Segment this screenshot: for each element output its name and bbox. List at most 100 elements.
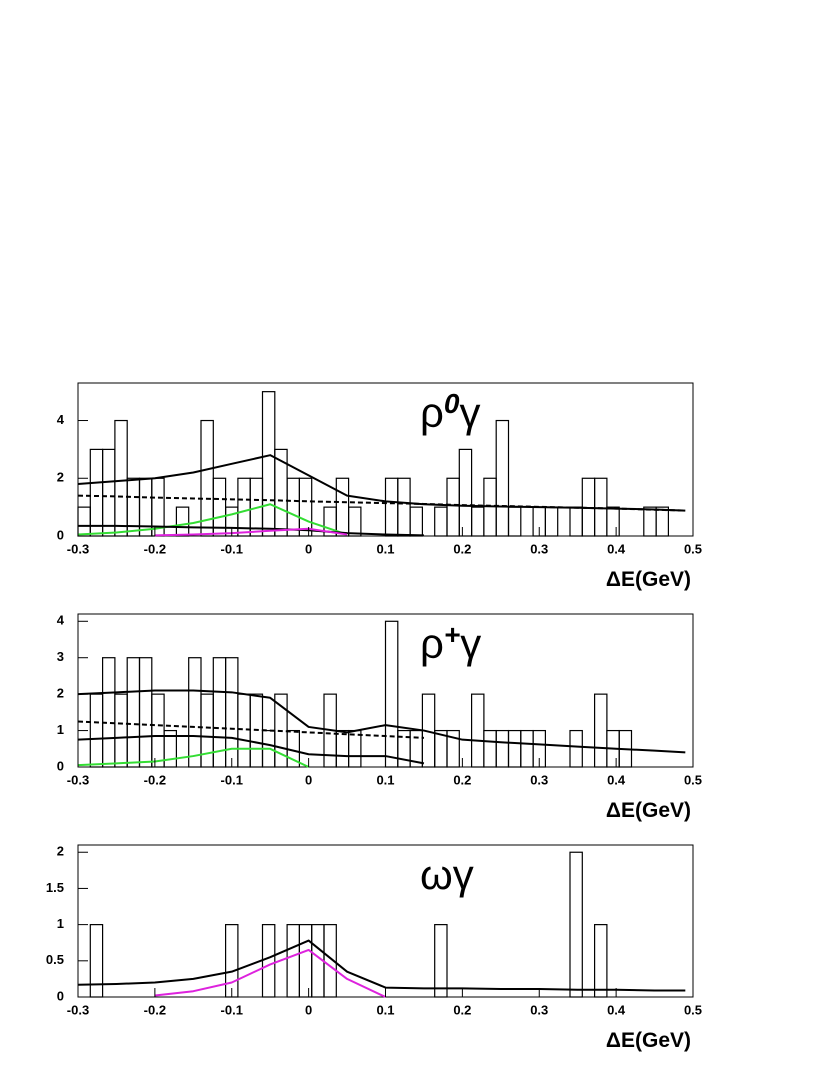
x-tick-label: -0.3 bbox=[67, 1002, 89, 1017]
x-tick-label: -0.2 bbox=[144, 541, 166, 556]
title-superscript: 0 bbox=[444, 388, 460, 419]
histogram-bin bbox=[261, 391, 276, 537]
fit-curve bbox=[154, 948, 386, 998]
x-tick-label: 0 bbox=[305, 1002, 312, 1017]
x-tick-label: 0.1 bbox=[376, 772, 394, 787]
y-tick-label: 0 bbox=[57, 527, 64, 542]
title-main: ρ bbox=[420, 389, 444, 436]
x-axis-label: ΔE(GeV) bbox=[606, 1029, 691, 1052]
histogram-bin bbox=[643, 506, 657, 537]
histogram-bin bbox=[89, 924, 104, 998]
fit-curve bbox=[77, 735, 425, 765]
histogram-bin bbox=[384, 477, 399, 537]
histogram-bin bbox=[77, 506, 91, 537]
histogram-bin bbox=[471, 693, 485, 768]
x-tick-label: 0.2 bbox=[453, 541, 471, 556]
fit-curve bbox=[77, 494, 686, 512]
title-superscript: + bbox=[444, 619, 460, 650]
panel-title: ωγ bbox=[420, 851, 474, 898]
histogram-bin bbox=[569, 506, 583, 537]
y-tick-label: 2 bbox=[57, 470, 64, 485]
histogram-bin bbox=[126, 477, 141, 537]
histogram-bin bbox=[261, 924, 276, 998]
histogram-bin bbox=[446, 729, 460, 768]
histogram-bin bbox=[237, 693, 251, 768]
histogram-bin bbox=[384, 620, 399, 768]
histogram-bin bbox=[89, 693, 104, 768]
x-tick-label: 0.4 bbox=[607, 541, 626, 556]
histogram-bin bbox=[593, 924, 608, 998]
histogram-bin bbox=[569, 851, 583, 998]
fit-curve bbox=[154, 527, 348, 537]
y-tick-label: 0 bbox=[57, 758, 64, 773]
panel: 0 0.5 1 1.5 2 -0.3 -0.2 -0.1 0 0.1 0.2 0.3 0.4 0.5 ΔE(… bbox=[46, 844, 702, 1052]
histogram-bin bbox=[126, 657, 141, 768]
panel-title: ρ0γ bbox=[420, 388, 480, 436]
y-tick-label: 4 bbox=[57, 613, 65, 628]
histogram-bin bbox=[225, 924, 239, 998]
histogram-bin bbox=[520, 729, 534, 768]
histogram-bin bbox=[114, 693, 128, 768]
fit-curve bbox=[77, 720, 424, 739]
x-tick-label: 0.3 bbox=[530, 772, 548, 787]
x-tick-label: 0.3 bbox=[530, 541, 548, 556]
panel-title: ρ+γ bbox=[420, 619, 481, 667]
histogram-bin bbox=[335, 477, 350, 537]
plot-frame bbox=[77, 844, 694, 998]
title-main: ωγ bbox=[420, 851, 474, 898]
histogram-bin bbox=[569, 729, 583, 768]
x-tick-label: -0.1 bbox=[221, 541, 243, 556]
x-tick-label: -0.1 bbox=[221, 772, 243, 787]
histogram-bin bbox=[101, 657, 116, 768]
histogram-bin bbox=[348, 729, 362, 768]
histogram-bin bbox=[434, 506, 448, 537]
histogram-bin bbox=[286, 477, 301, 537]
histogram-bin bbox=[101, 448, 116, 537]
y-tick-label: 1.5 bbox=[46, 880, 64, 895]
title-suffix: γ bbox=[459, 389, 480, 436]
histogram-bin bbox=[397, 477, 411, 537]
histogram-bin bbox=[507, 729, 522, 768]
histogram-bin bbox=[151, 693, 165, 768]
x-tick-label: 0.4 bbox=[607, 772, 626, 787]
histogram-bin bbox=[114, 419, 128, 537]
panel: 0 1 2 3 4 -0.3 -0.2 -0.1 0 0.1 0.2 0.3 0.4 0.5 ΔE(GeV)… bbox=[57, 613, 702, 822]
histogram-bin bbox=[348, 506, 362, 537]
histogram-bin bbox=[606, 506, 620, 537]
y-tick-label: 2 bbox=[57, 844, 64, 859]
x-tick-label: 0.1 bbox=[376, 1002, 394, 1017]
y-tick-label: 1 bbox=[57, 916, 64, 931]
x-tick-label: 0.5 bbox=[684, 541, 702, 556]
histogram-bin bbox=[458, 448, 473, 537]
fit-curve bbox=[77, 503, 348, 536]
x-tick-label: 0.2 bbox=[453, 1002, 471, 1017]
x-tick-label: -0.2 bbox=[144, 772, 166, 787]
x-tick-label: -0.2 bbox=[144, 1002, 166, 1017]
x-tick-label: 0.2 bbox=[453, 772, 471, 787]
histogram-bin bbox=[298, 924, 313, 998]
x-tick-label: 0 bbox=[305, 772, 312, 787]
histogram-bin bbox=[544, 506, 559, 537]
panel: 024-0.3 -0.2 -0.1 0 0.1 0.2 0.3 0.4 0.5ΔE(GeV)ρ0… bbox=[57, 382, 702, 591]
histogram-bin bbox=[163, 729, 178, 768]
histogram-bin bbox=[335, 729, 350, 768]
x-tick-label: -0.3 bbox=[67, 772, 89, 787]
histogram-bin bbox=[446, 477, 460, 537]
y-tick-label: 4 bbox=[57, 412, 65, 427]
histogram-bin bbox=[471, 506, 485, 537]
histogram-bin bbox=[655, 506, 669, 537]
histogram-bin bbox=[495, 729, 510, 768]
histogram-bin bbox=[434, 924, 448, 998]
histogram-bin bbox=[409, 506, 424, 537]
y-tick-label: 0.5 bbox=[46, 952, 64, 967]
histogram-bin bbox=[593, 693, 608, 768]
title-suffix: γ bbox=[460, 620, 481, 667]
histogram-bin bbox=[298, 477, 313, 537]
histogram-bin bbox=[138, 657, 153, 768]
x-tick-label: -0.3 bbox=[67, 541, 89, 556]
x-tick-label: 0.4 bbox=[607, 1002, 626, 1017]
x-axis-label: ΔE(GeV) bbox=[606, 799, 691, 822]
histogram-bin bbox=[495, 419, 510, 537]
histogram-bin bbox=[188, 657, 202, 768]
